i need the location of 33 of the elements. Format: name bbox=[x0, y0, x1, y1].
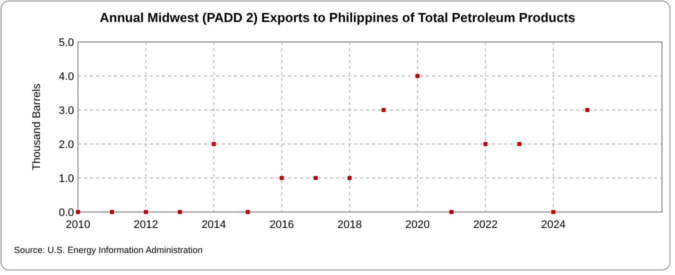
point bbox=[144, 210, 148, 214]
chart-title: Annual Midwest (PADD 2) Exports to Philippines of Total Petroleum Products bbox=[100, 10, 576, 25]
x-tick-label: 2020 bbox=[405, 219, 430, 231]
point bbox=[551, 210, 556, 214]
point bbox=[110, 210, 114, 214]
point bbox=[280, 176, 284, 180]
point bbox=[76, 210, 80, 214]
point bbox=[314, 176, 318, 180]
point bbox=[517, 142, 522, 146]
source-note: Source: U.S. Energy Information Administration bbox=[14, 245, 203, 255]
y-tick-label: 5.0 bbox=[58, 37, 74, 49]
x-tick-label: 2018 bbox=[337, 219, 362, 231]
point bbox=[212, 142, 216, 146]
y-tick-label: 3.0 bbox=[58, 105, 74, 117]
point bbox=[246, 210, 250, 214]
point bbox=[348, 176, 352, 180]
point bbox=[382, 108, 386, 112]
y-tick-label: 1.0 bbox=[58, 173, 74, 185]
point bbox=[449, 210, 454, 214]
x-tick-label: 2012 bbox=[134, 219, 158, 231]
point bbox=[178, 210, 182, 214]
x-tick-label: 2022 bbox=[473, 219, 498, 231]
y-tick-label: 0.0 bbox=[58, 207, 74, 219]
x-tick-label: 2016 bbox=[269, 219, 294, 231]
point bbox=[483, 142, 488, 146]
y-tick-label: 2.0 bbox=[58, 139, 74, 151]
x-tick-label: 2014 bbox=[202, 219, 226, 231]
point bbox=[585, 108, 590, 112]
point bbox=[416, 74, 420, 78]
x-tick-label: 2010 bbox=[66, 219, 90, 231]
x-tick-label: 2024 bbox=[541, 219, 566, 231]
y-tick-label: 4.0 bbox=[58, 71, 74, 83]
y-axis-title: Thousand Barrels bbox=[31, 83, 43, 170]
